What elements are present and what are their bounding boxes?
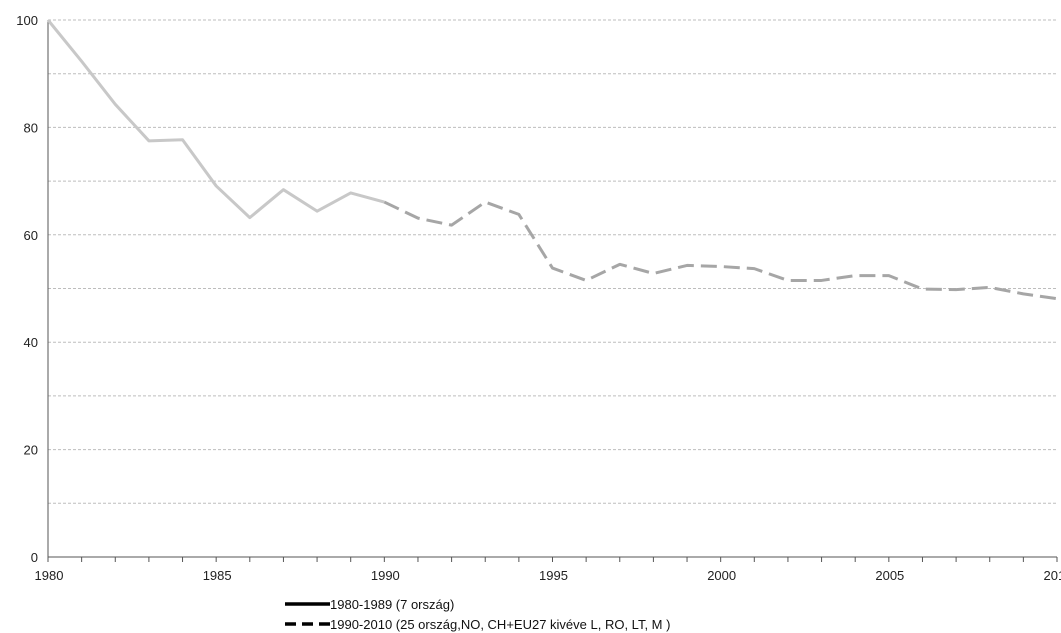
x-tick-label: 1980 — [35, 568, 64, 583]
axes — [47, 20, 1058, 562]
series-line-1980-1989 — [46, 19, 385, 220]
y-tick-label: 100 — [16, 13, 38, 28]
grid-lines — [48, 19, 1057, 504]
legend-label-1990-2010: 1990-2010 (25 ország,NO, CH+EU27 kivéve … — [330, 617, 670, 632]
y-tick-label: 20 — [24, 443, 38, 458]
series-line-1990-2010 — [383, 200, 1058, 301]
x-tick-label: 1990 — [371, 568, 400, 583]
y-tick-label: 80 — [24, 120, 38, 135]
x-tick-label: 2005 — [875, 568, 904, 583]
x-tick-label: 2000 — [707, 568, 736, 583]
tick-labels: 0 20 40 60 80 100 1980 1985 1990 1995 2000 2005 2010 — [16, 13, 1061, 583]
y-tick-label: 0 — [31, 550, 38, 565]
y-tick-label: 60 — [24, 228, 38, 243]
x-tick-label: 2010 — [1044, 568, 1061, 583]
legend: 1980-1989 (7 ország) 1990-2010 (25 orszá… — [285, 597, 670, 632]
y-tick-label: 40 — [24, 335, 38, 350]
series-lines — [46, 19, 1058, 301]
legend-label-1980-1989: 1980-1989 (7 ország) — [330, 597, 454, 612]
x-tick-label: 1985 — [203, 568, 232, 583]
x-tick-label: 1995 — [539, 568, 568, 583]
